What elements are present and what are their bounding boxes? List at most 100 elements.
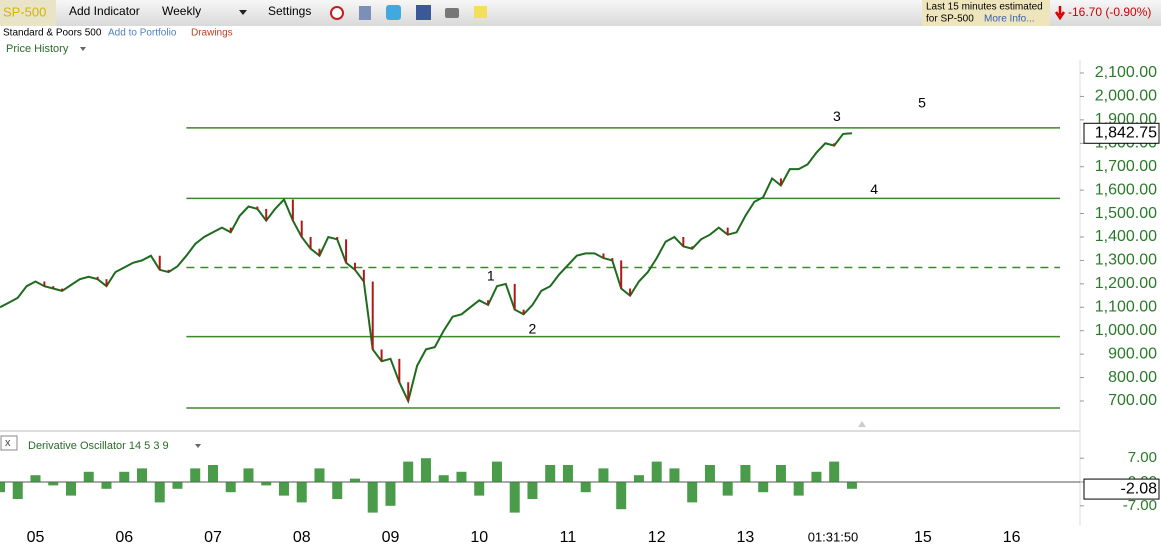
osc-bar <box>190 468 201 482</box>
osc-bar <box>438 475 449 482</box>
osc-bar <box>278 482 289 496</box>
osc-bar <box>509 482 520 513</box>
scroll-marker[interactable] <box>858 421 866 427</box>
osc-bar <box>793 482 804 496</box>
dropdown-arrow[interactable] <box>239 10 247 15</box>
x-tick-label: 10 <box>470 529 488 544</box>
x-tick-label: 08 <box>293 529 311 544</box>
time: 01:31:50 <box>808 529 859 544</box>
osc-bar <box>811 471 822 482</box>
osc-bar <box>598 468 609 482</box>
instrument-name: Standard & Poors 500 <box>3 28 102 39</box>
more-info[interactable]: More Info... <box>984 14 1035 25</box>
x-tick-label: 07 <box>204 529 222 544</box>
osc-bar <box>740 465 751 482</box>
osc-bar <box>420 458 431 482</box>
symbol-box[interactable] <box>0 0 56 26</box>
y-tick-label: 1,500.00 <box>1095 205 1157 222</box>
osc-bar <box>296 482 307 503</box>
wave-label: 3 <box>833 108 841 124</box>
osc-bar <box>775 465 786 482</box>
x-tick-label: 15 <box>914 529 932 544</box>
y-tick-label: 1,700.00 <box>1095 158 1157 175</box>
drawings[interactable]: Drawings <box>191 28 233 39</box>
add-indicator[interactable]: Add Indicator <box>69 4 140 18</box>
indicator-title[interactable]: Derivative Oscillator 14 5 3 9 <box>28 440 169 452</box>
osc-bar <box>545 465 556 482</box>
x-tick-label: 05 <box>27 529 45 544</box>
osc-bar <box>261 482 272 486</box>
y-tick-label: 900.00 <box>1108 345 1157 362</box>
facebook-icon[interactable] <box>416 5 431 20</box>
osc-bar <box>314 468 325 482</box>
last-value-box <box>1083 478 1160 500</box>
osc-bar <box>207 465 218 482</box>
x-tick-label: 13 <box>737 529 755 544</box>
osc-bar <box>403 461 414 482</box>
twitter-icon[interactable] <box>386 5 401 20</box>
close-button[interactable] <box>0 435 18 451</box>
osc-bar <box>669 468 680 482</box>
add-portfolio[interactable]: Add to Portfolio <box>108 28 177 39</box>
osc-bar <box>136 468 147 482</box>
osc-bar <box>846 482 857 489</box>
y-tick-label: 2,100.00 <box>1095 64 1157 81</box>
notice: for SP-500 <box>926 14 974 25</box>
osc-bar <box>0 482 5 493</box>
osc-bar <box>243 468 254 482</box>
y-tick-label: 800.00 <box>1108 369 1157 386</box>
y-tick-label: 1,200.00 <box>1095 275 1157 292</box>
close-x[interactable]: x <box>5 437 11 449</box>
osc-bar <box>225 482 236 493</box>
wave-label: 1 <box>487 268 495 284</box>
osc-bar <box>101 482 112 489</box>
wave-label: 2 <box>529 321 537 337</box>
osc-bar <box>474 482 485 496</box>
interval[interactable]: Weekly <box>162 4 201 18</box>
dropdown-arrow[interactable] <box>195 444 201 448</box>
last-value-box <box>1083 122 1160 144</box>
y-tick-label: 7.00 <box>1128 449 1157 466</box>
osc-bar <box>651 461 662 482</box>
notes-icon[interactable] <box>359 6 371 20</box>
notice-box <box>922 0 1050 26</box>
down-arrow <box>1054 6 1066 21</box>
y-tick-label: 1,300.00 <box>1095 252 1157 269</box>
osc-bar <box>829 461 840 482</box>
osc-bar <box>367 482 378 513</box>
settings[interactable]: Settings <box>268 4 311 18</box>
last-value: -2.08 <box>1121 480 1158 497</box>
note-icon[interactable] <box>474 6 487 18</box>
osc-bar <box>385 482 396 506</box>
symbol[interactable]: SP-500 <box>3 4 46 19</box>
change: -16.70 (-0.90%) <box>1068 5 1151 19</box>
osc-bar <box>154 482 165 503</box>
price-line <box>0 132 852 404</box>
wave-label: 5 <box>918 95 926 111</box>
osc-bar <box>119 471 130 482</box>
x-tick-label: 11 <box>560 529 577 544</box>
osc-bar <box>633 475 644 482</box>
camera-icon[interactable] <box>445 8 459 18</box>
x-tick-label: 09 <box>382 529 400 544</box>
y-tick-label: -7.00 <box>1123 497 1157 514</box>
osc-bar <box>616 482 627 510</box>
osc-bar <box>12 482 23 499</box>
osc-bar <box>65 482 76 496</box>
osc-bar <box>527 482 538 499</box>
osc-bar <box>30 475 41 482</box>
y-tick-label: 1,600.00 <box>1095 181 1157 198</box>
alarm-icon[interactable] <box>330 6 344 20</box>
osc-bar <box>491 461 502 482</box>
y-tick-label: 2,000.00 <box>1095 88 1157 105</box>
osc-bar <box>722 482 733 496</box>
osc-bar <box>332 482 343 499</box>
dropdown-arrow[interactable] <box>80 47 86 51</box>
osc-bar <box>758 482 769 493</box>
notice: Last 15 minutes estimated <box>926 2 1043 13</box>
y-tick-label: 1,000.00 <box>1095 322 1157 339</box>
panel-title[interactable]: Price History <box>6 43 69 55</box>
osc-bar <box>562 465 573 482</box>
osc-bar <box>349 478 360 482</box>
